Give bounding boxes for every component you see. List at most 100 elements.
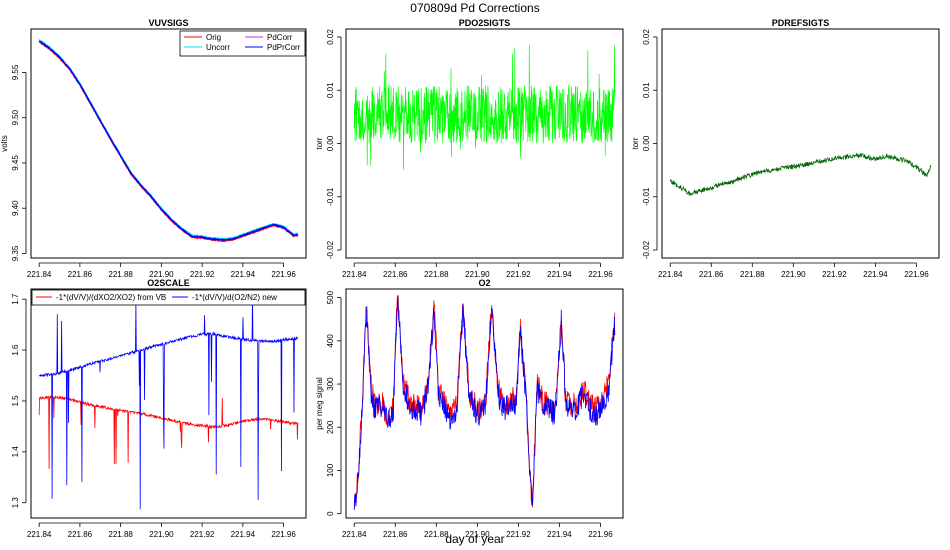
series-vuvsigs-2 [39,39,299,241]
y-tick-label-vuvsigs-0: 9.35 [11,245,20,261]
x-tick-label-o2-0: 221.84 [342,530,367,539]
x-tick-label-pdo2sigts-0: 221.84 [342,270,367,279]
figure-xlabel: day of year [445,532,504,546]
x-tick-label-pdo2sigts-1: 221.86 [383,270,408,279]
x-tick-label-o2-6: 221.96 [588,530,613,539]
chart-title-pdo2sigts: PDO2SIGTS [459,18,511,28]
series-o2scale-0 [38,395,299,470]
x-tick-label-pdrefsigts-6: 221.96 [904,270,929,279]
legend-label-vuvsigs-3: PdPrCorr [267,43,301,52]
x-tick-label-pdo2sigts-4: 221.92 [506,270,531,279]
x-tick-label-pdrefsigts-5: 221.94 [863,270,888,279]
y-tick-label-o2scale-2: 1.5 [11,395,20,407]
series-pdrefsigts-0 [669,152,932,196]
y-tick-label-o2-5: 500 [326,290,335,304]
x-tick-label-o2-2: 221.88 [424,530,449,539]
y-axis-label-pdo2sigts: torr [315,137,324,149]
x-tick-label-o2scale-4: 221.92 [190,530,215,539]
x-tick-label-o2scale-0: 221.84 [27,530,52,539]
legend-box-o2scale [31,289,306,306]
y-tick-label-o2-2: 200 [326,420,335,434]
panels: VUVSIGS 221.84 221.86 221.88 221.90 221.92 221… [0,18,940,539]
plot-area-vuvsigs [38,39,299,243]
y-tick-label-o2-0: 0 [326,511,335,516]
y-tick-label-vuvsigs-2: 9.45 [11,155,20,171]
panel-vuvsigs: VUVSIGS 221.84 221.86 221.88 221.90 221.92 221… [0,18,307,279]
y-tick-label-pdrefsigts-2: 0.00 [642,135,651,151]
x-tick-label-pdrefsigts-3: 221.90 [781,270,806,279]
y-tick-label-pdrefsigts-4: 0.02 [642,29,651,45]
plot-area-pdo2sigts [353,44,616,170]
y-tick-label-o2scale-3: 1.6 [11,344,20,356]
x-tick-label-o2scale-1: 221.86 [68,530,93,539]
legend-label-vuvsigs-2: Uncorr [206,43,230,52]
legend-label-o2scale-0: -1*(dV/V)/(dXO2/XO2) from VB [56,293,166,302]
x-tick-label-vuvsigs-0: 221.84 [27,270,52,279]
x-tick-label-pdo2sigts-2: 221.88 [424,270,449,279]
x-tick-label-vuvsigs-6: 221.96 [271,270,296,279]
x-tick-label-vuvsigs-5: 221.94 [231,270,256,279]
x-tick-label-o2scale-6: 221.96 [271,530,296,539]
y-tick-label-pdo2sigts-1: -0.01 [326,187,335,206]
chart-title-vuvsigs: VUVSIGS [148,18,188,28]
y-tick-label-pdo2sigts-0: -0.02 [326,240,335,259]
plot-frame-pdo2sigts [345,28,624,259]
x-tick-label-pdrefsigts-1: 221.86 [699,270,724,279]
plot-area-pdrefsigts [669,152,932,196]
x-tick-label-o2-4: 221.92 [506,530,531,539]
panel-o2: O2 221.84 221.86 221.88 221.90 221.92 221.94 22… [315,278,624,539]
x-tick-label-vuvsigs-2: 221.88 [108,270,133,279]
legend-label-o2scale-1: -1*(dV/V)/d(O2/N2) new [192,293,277,302]
legend-label-vuvsigs-1: PdCorr [267,33,293,42]
x-tick-label-o2scale-5: 221.94 [231,530,256,539]
legend-vuvsigs: Orig PdCorr Uncorr PdPrCorr [179,30,306,57]
series-o2scale-1 [38,291,299,510]
series-pdo2sigts-0 [353,44,616,170]
plot-frame-o2 [345,288,624,519]
legend-label-vuvsigs-0: Orig [206,33,221,42]
x-tick-label-pdrefsigts-4: 221.92 [822,270,847,279]
series-vuvsigs-3 [38,40,299,242]
legend-box-vuvsigs [179,30,306,57]
x-tick-label-o2scale-3: 221.90 [149,530,174,539]
y-tick-label-o2-1: 100 [326,463,335,477]
y-tick-label-pdo2sigts-4: 0.02 [326,29,335,45]
plot-area-o2scale [38,291,299,510]
panel-pdrefsigts: PDREFSIGTS 221.84 221.86 221.88 221.90 221.92… [631,18,940,279]
plot-frame-vuvsigs [30,28,307,259]
plot-area-o2 [353,295,616,511]
y-tick-label-pdrefsigts-0: -0.02 [642,240,651,259]
legend-o2scale: -1*(dV/V)/(dXO2/XO2) from VB -1*(dV/V)/d(… [31,289,306,306]
chart-title-pdrefsigts: PDREFSIGTS [772,18,830,28]
chart-title-o2: O2 [478,278,490,288]
y-tick-label-pdrefsigts-1: -0.01 [642,187,651,206]
figure-title: 070809d Pd Corrections [410,1,539,15]
y-tick-label-o2scale-4: 1.7 [11,293,20,305]
y-axis-label-o2: per meg signal [315,377,324,430]
plot-frame-pdrefsigts [661,28,940,259]
x-tick-label-vuvsigs-3: 221.90 [149,270,174,279]
x-tick-label-pdo2sigts-3: 221.90 [465,270,490,279]
series-o2-1 [353,295,616,511]
x-tick-label-pdrefsigts-0: 221.84 [658,270,683,279]
y-tick-label-vuvsigs-1: 9.40 [11,200,20,216]
y-tick-label-pdo2sigts-2: 0.00 [326,135,335,151]
x-tick-label-o2-3: 221.90 [465,530,490,539]
series-vuvsigs-1 [38,40,299,241]
series-vuvsigs-0 [38,40,299,243]
panel-pdo2sigts: PDO2SIGTS 221.84 221.86 221.88 221.90 221.92 2… [315,18,624,279]
x-tick-label-pdrefsigts-2: 221.88 [740,270,765,279]
x-tick-label-o2scale-2: 221.88 [108,530,133,539]
y-axis-label-pdrefsigts: torr [631,137,640,149]
y-tick-label-pdo2sigts-3: 0.01 [326,82,335,98]
x-tick-label-o2-1: 221.86 [383,530,408,539]
x-tick-label-vuvsigs-4: 221.92 [190,270,215,279]
y-tick-label-o2scale-0: 1.3 [11,497,20,509]
y-tick-label-o2-4: 400 [326,334,335,348]
x-tick-label-pdo2sigts-6: 221.96 [588,270,613,279]
plot-frame-o2scale [30,288,307,519]
y-tick-label-vuvsigs-3: 9.50 [11,109,20,125]
x-tick-label-vuvsigs-1: 221.86 [68,270,93,279]
y-tick-label-pdrefsigts-3: 0.01 [642,82,651,98]
